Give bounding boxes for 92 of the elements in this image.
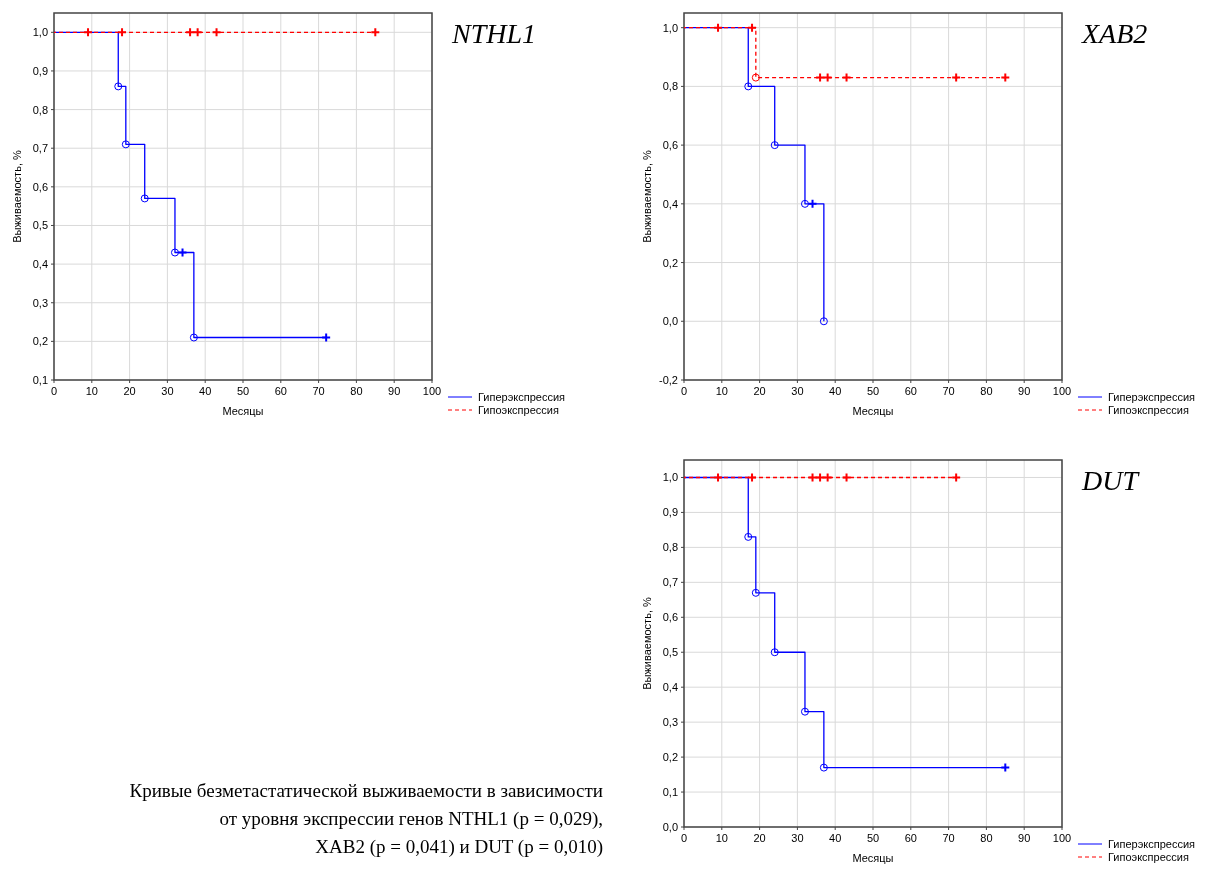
legend-label: Гиперэкспрессия — [1108, 391, 1196, 403]
y-tick-label: 0,0 — [662, 315, 678, 328]
x-tick-label: 0 — [680, 832, 688, 844]
x-tick-label: 90 — [1018, 832, 1031, 844]
x-tick-label: 90 — [388, 385, 401, 397]
y-tick-label: 0,7 — [662, 576, 678, 589]
point — [819, 763, 828, 772]
y-tick-label: 0,2 — [662, 751, 678, 764]
x-tick-label: 80 — [350, 385, 363, 397]
legend-label: Гиперэкспрессия — [1108, 838, 1196, 850]
x-tick-label: 70 — [942, 385, 955, 397]
y-tick-label: 0,6 — [662, 611, 678, 624]
legend-label: Гипоэкспрессия — [478, 404, 559, 416]
chart-title: XAB2 — [1081, 18, 1148, 49]
x-tick-label: 30 — [791, 832, 804, 844]
x-tick-label: 20 — [753, 385, 766, 397]
y-tick-label: 0,8 — [662, 541, 678, 554]
y-tick-label: 0,2 — [32, 335, 48, 348]
x-tick-label: 10 — [715, 385, 728, 397]
point — [744, 82, 753, 91]
x-tick-label: 40 — [199, 385, 212, 397]
point — [800, 199, 809, 208]
y-tick-label: 0,1 — [32, 374, 48, 386]
chart-title: DUT — [1081, 465, 1141, 496]
x-tick-label: 70 — [942, 832, 955, 844]
y-axis-title: Выживаемость, % — [641, 597, 653, 690]
x-tick-label: 10 — [715, 832, 728, 844]
x-tick-label: 60 — [274, 385, 287, 397]
y-tick-label: 0,5 — [662, 646, 678, 659]
x-axis-title: Месяцы — [852, 852, 894, 864]
point — [751, 73, 760, 82]
point — [189, 333, 198, 342]
point — [770, 141, 779, 150]
y-tick-label: 0,4 — [662, 197, 678, 210]
y-tick-label: 0,2 — [662, 256, 678, 269]
text: Кривые безметастатической выживаемости в зависимости от уровня экспрессии генов NTHL1 (p = 0,029), XAB2 (p = 0,041) и DUT (p = 0,010) — [129, 780, 603, 858]
y-tick-label: 0,7 — [32, 142, 48, 155]
point — [121, 140, 130, 149]
x-tick-label: 20 — [753, 832, 766, 844]
x-tick-label: 20 — [123, 385, 136, 397]
y-tick-label: 1,0 — [662, 21, 678, 34]
y-tick-label: 0,9 — [32, 64, 48, 77]
y-tick-label: 0,1 — [662, 786, 678, 799]
point — [819, 317, 828, 326]
y-tick-label: 0,3 — [32, 296, 48, 309]
x-tick-label: 0 — [680, 385, 688, 397]
x-axis-title: Месяцы — [222, 405, 264, 417]
y-tick-label: 0,0 — [662, 821, 678, 833]
x-axis-title: Месяцы — [852, 405, 894, 417]
x-tick-label: 100 — [422, 385, 442, 397]
y-tick-label: 1,0 — [32, 26, 48, 39]
y-axis-title: Выживаемость, % — [641, 150, 653, 243]
y-tick-label: 1,0 — [662, 471, 678, 484]
x-tick-label: 80 — [980, 832, 993, 844]
point — [770, 648, 779, 657]
x-tick-label: 80 — [980, 385, 993, 397]
y-tick-label: 0,8 — [32, 103, 48, 116]
y-tick-label: 0,4 — [662, 681, 678, 694]
x-tick-label: 30 — [791, 385, 804, 397]
y-tick-label: 0,8 — [662, 80, 678, 93]
point — [751, 588, 760, 597]
x-tick-label: 50 — [866, 385, 880, 397]
y-tick-label: 0,3 — [662, 716, 678, 729]
text: NTHL1 — [451, 18, 537, 49]
y-tick-label: 0,6 — [32, 180, 48, 193]
x-tick-label: 40 — [829, 832, 842, 844]
x-tick-label: 100 — [1052, 832, 1072, 844]
y-tick-label: 0,5 — [32, 219, 48, 232]
x-tick-label: 50 — [236, 385, 250, 397]
y-tick-label: -0,2 — [659, 374, 678, 386]
x-tick-label: 60 — [904, 385, 917, 397]
x-tick-label: 60 — [904, 832, 917, 844]
y-tick-label: 0,4 — [32, 258, 48, 271]
x-tick-label: 40 — [829, 385, 842, 397]
y-tick-label: 0,9 — [662, 506, 678, 519]
point — [744, 532, 753, 541]
y-axis-title: Выживаемость, % — [11, 150, 23, 243]
legend-label: Гиперэкспрессия — [478, 391, 566, 403]
point — [170, 248, 179, 257]
x-tick-label: 50 — [866, 832, 880, 844]
point — [140, 194, 149, 203]
point — [114, 82, 123, 91]
legend-label: Гипоэкспрессия — [1108, 404, 1189, 416]
x-tick-label: 70 — [312, 385, 325, 397]
x-tick-label: 100 — [1052, 385, 1072, 397]
x-tick-label: 10 — [85, 385, 98, 397]
x-tick-label: 0 — [50, 385, 58, 397]
y-tick-label: 0,6 — [662, 139, 678, 152]
x-tick-label: 30 — [161, 385, 174, 397]
point — [800, 707, 809, 716]
x-tick-label: 90 — [1018, 385, 1031, 397]
legend-label: Гипоэкспрессия — [1108, 851, 1189, 863]
